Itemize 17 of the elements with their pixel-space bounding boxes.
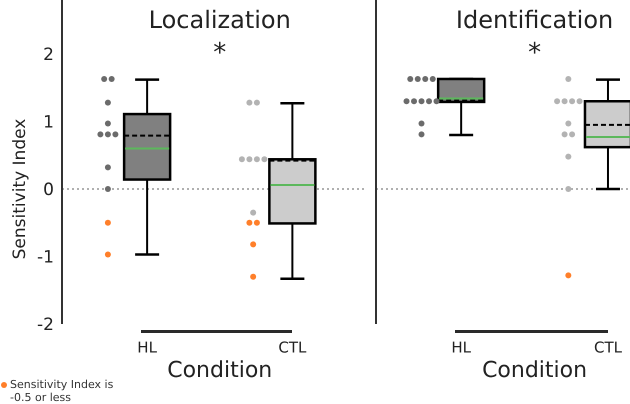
x-axis-title: Condition <box>166 358 274 383</box>
y-tick-label: -1 <box>37 248 54 268</box>
chart-title: Identification <box>454 6 614 34</box>
annotation: * <box>212 38 228 68</box>
y-tick-label: 0 <box>43 180 54 200</box>
x-tick-label: CTL <box>278 338 308 357</box>
y-tick-label: 2 <box>43 45 54 66</box>
y-tick-label: -2 <box>37 315 54 336</box>
chart-title: Localization <box>148 6 292 34</box>
x-tick-label: CTL <box>594 338 623 357</box>
x-tick-label: HL <box>451 338 472 357</box>
x-axis-title: Condition <box>481 358 588 383</box>
legend-label: Sensitivity Index is -0.5 or less <box>10 378 114 404</box>
annotation: * <box>527 38 542 68</box>
y-tick-label: 1 <box>43 112 54 133</box>
y-axis-title: Sensitivity Index <box>10 118 31 262</box>
x-tick-label: HL <box>137 338 158 357</box>
